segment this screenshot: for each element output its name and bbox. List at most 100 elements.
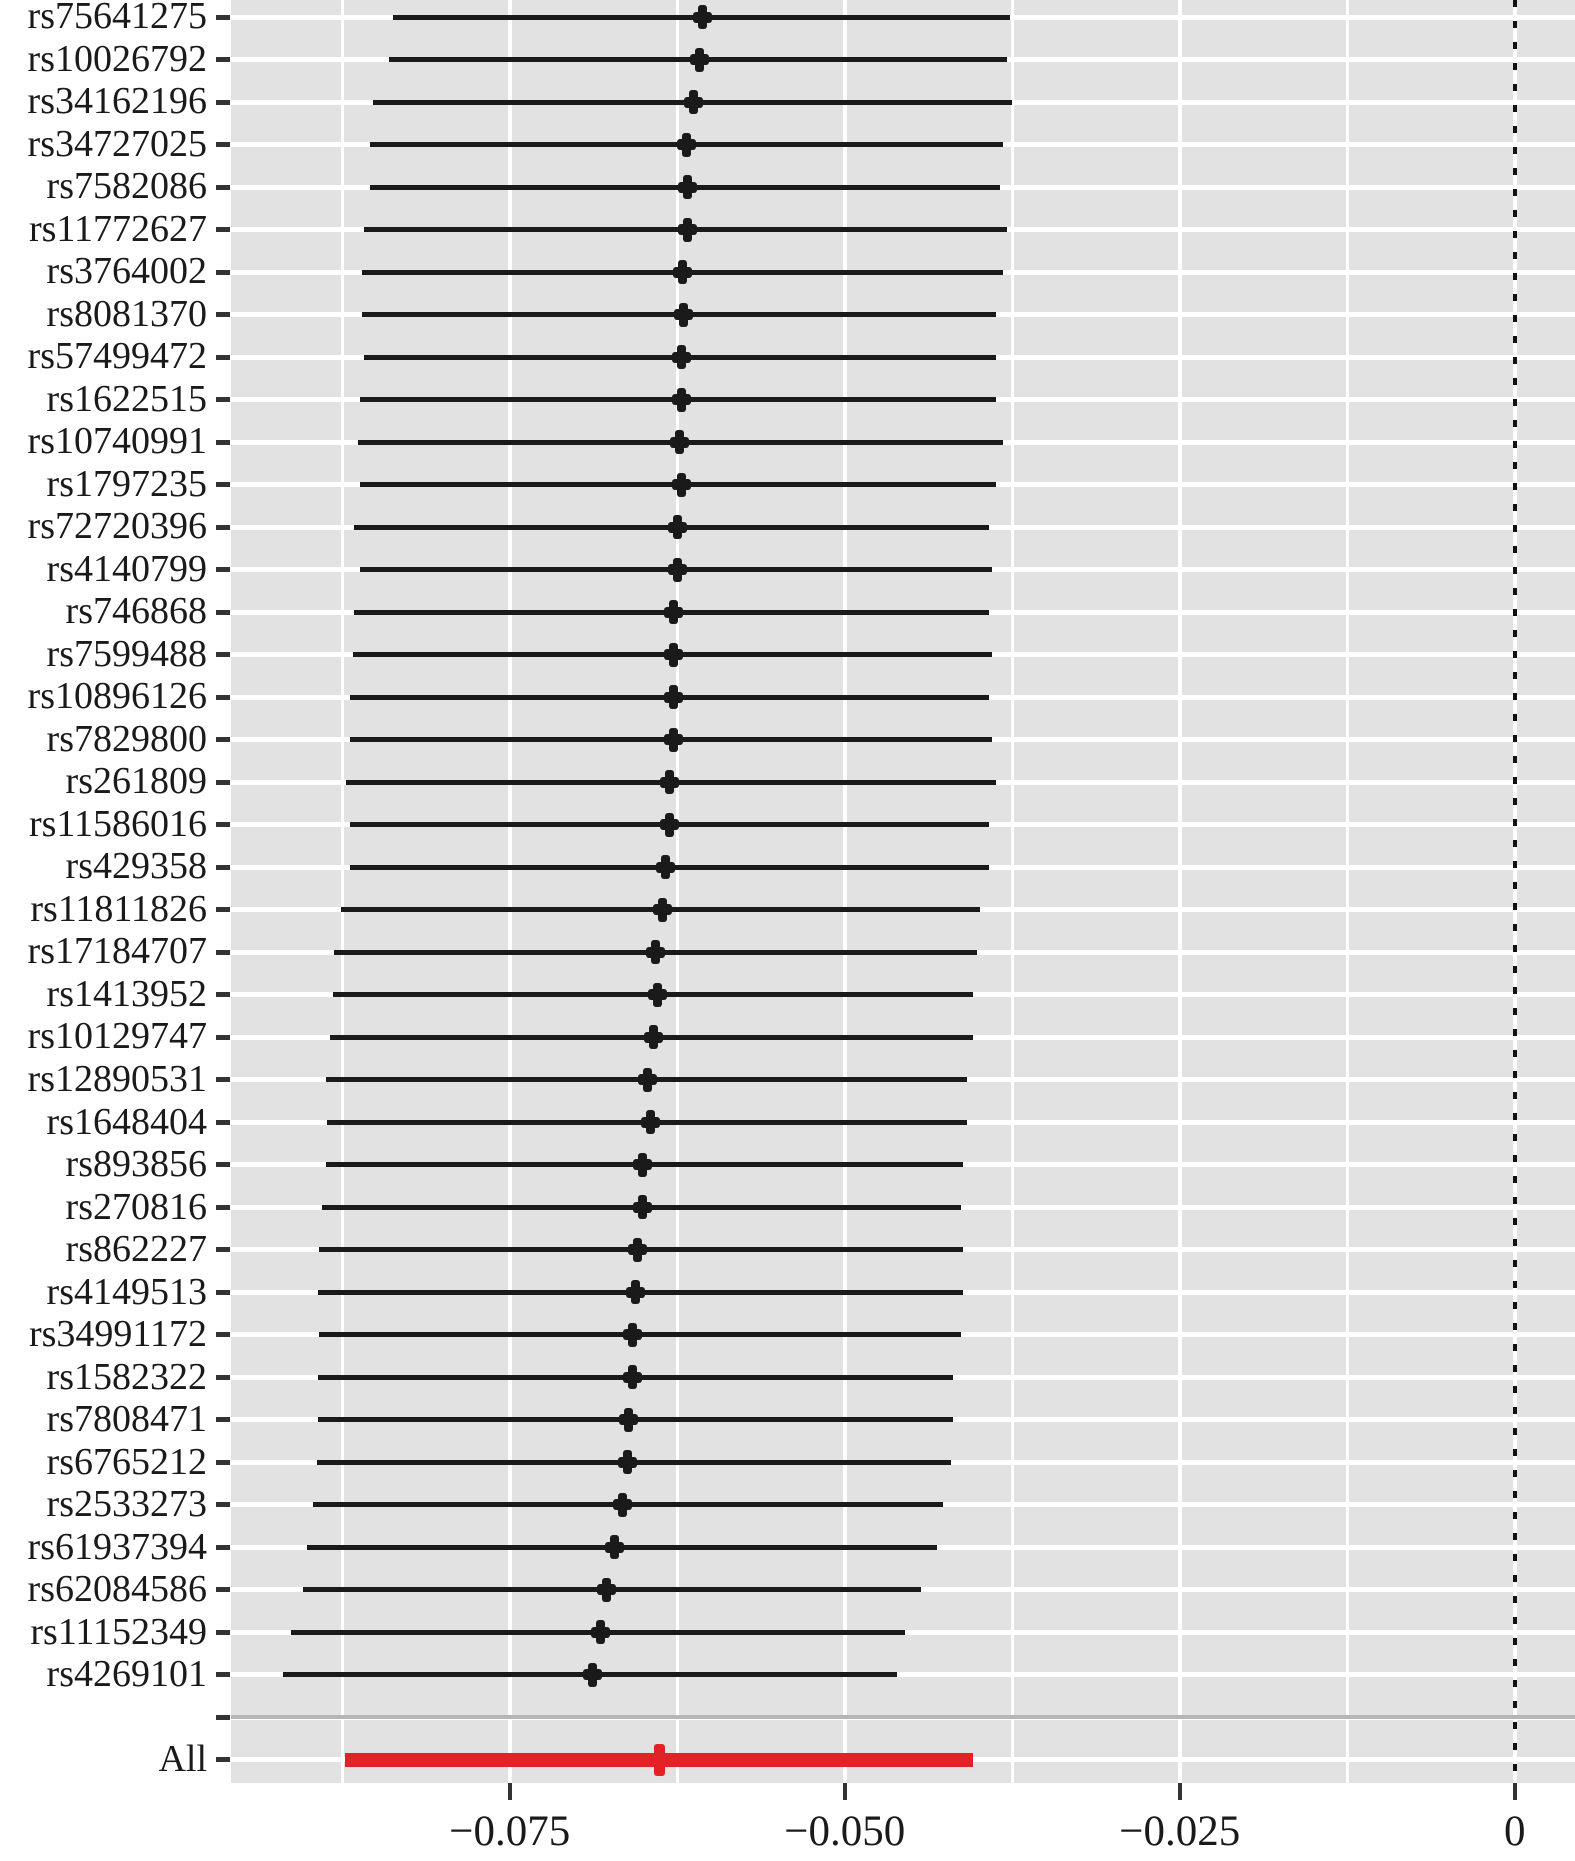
snp-row-label: rs3764002	[46, 250, 207, 293]
y-axis-tick	[216, 907, 230, 913]
minor-gridline	[1010, 0, 1014, 1783]
point-marker	[683, 96, 703, 108]
y-axis-tick	[216, 609, 230, 615]
point-marker	[667, 521, 687, 533]
zero-reference-line	[1512, 0, 1517, 1783]
point-marker	[655, 861, 675, 873]
snp-row-label: rs4149513	[46, 1270, 207, 1313]
y-axis-tick	[216, 1077, 230, 1083]
summary-point-marker	[647, 1752, 672, 1767]
snp-row-label: rs11586016	[28, 802, 207, 845]
point-marker	[604, 1541, 624, 1553]
y-axis-tick	[216, 1162, 230, 1168]
point-marker	[671, 479, 691, 491]
minor-gridline	[675, 0, 679, 1783]
y-axis-tick	[216, 397, 230, 403]
x-axis-tick-label: −0.075	[449, 1808, 571, 1855]
point-marker	[693, 11, 713, 23]
point-marker	[618, 1456, 638, 1468]
y-axis-tick	[216, 864, 230, 870]
separator-line	[231, 1715, 1575, 1720]
point-marker	[640, 1116, 660, 1128]
x-axis-tick-label: −0.050	[784, 1808, 906, 1855]
snp-row-label: rs11772627	[28, 207, 207, 250]
point-marker	[677, 139, 697, 151]
snp-row-label: rs862227	[65, 1228, 207, 1271]
point-marker	[647, 989, 667, 1001]
x-axis-tick	[842, 1783, 847, 1800]
point-marker	[583, 1669, 603, 1681]
point-marker	[667, 564, 687, 576]
y-axis-tick	[216, 269, 230, 275]
point-marker	[678, 224, 698, 236]
minor-gridline	[340, 0, 344, 1783]
y-axis-tick	[216, 779, 230, 785]
point-marker	[659, 819, 679, 831]
point-marker	[690, 54, 710, 65]
y-axis-tick	[216, 227, 230, 233]
snp-row-label: rs746868	[65, 590, 207, 633]
point-marker	[659, 776, 679, 788]
y-axis-tick	[216, 737, 230, 743]
y-axis-tick	[216, 184, 230, 190]
y-axis-tick	[216, 354, 230, 360]
y-axis-tick	[216, 694, 230, 700]
major-gridline	[842, 0, 847, 1783]
snp-row-label: rs270816	[65, 1185, 207, 1228]
snp-row-label: rs1582322	[46, 1355, 207, 1398]
y-axis-tick	[216, 142, 230, 148]
point-marker	[678, 181, 698, 193]
point-marker	[623, 1371, 643, 1383]
x-axis-tick-label: 0	[1503, 1808, 1526, 1855]
snp-row-label: rs62084586	[27, 1568, 207, 1611]
snp-row-label: rs34162196	[27, 80, 207, 123]
row-gridline	[231, 1672, 1575, 1678]
y-axis-tick	[216, 1247, 230, 1253]
snp-row-label: rs261809	[65, 760, 207, 803]
y-axis-tick	[216, 1417, 230, 1423]
snp-row-label: rs57499472	[27, 335, 207, 378]
y-axis-tick	[216, 524, 230, 530]
point-marker	[663, 691, 683, 703]
y-axis-tick	[216, 1034, 230, 1040]
snp-row-label: rs8081370	[46, 292, 207, 335]
point-marker	[632, 1159, 652, 1171]
snp-row-label: rs7582086	[46, 165, 207, 208]
snp-row-label: rs2533273	[46, 1483, 207, 1526]
y-axis-tick	[216, 482, 230, 488]
y-axis-tick	[216, 14, 230, 20]
point-marker	[591, 1626, 611, 1638]
snp-row-label: rs12890531	[27, 1057, 207, 1100]
x-axis-tick	[1512, 1783, 1517, 1800]
point-marker	[674, 309, 694, 321]
point-marker	[612, 1499, 632, 1511]
snp-row-label: rs1413952	[46, 972, 207, 1015]
y-axis-tick	[216, 1714, 230, 1720]
snp-row-label: rs4269101	[46, 1653, 207, 1696]
x-axis-tick	[1177, 1783, 1182, 1800]
y-axis-tick	[216, 312, 230, 318]
y-axis-tick	[216, 439, 230, 445]
y-axis-tick	[216, 1459, 230, 1465]
summary-row-label: All	[158, 1738, 207, 1781]
snp-row-label: rs10740991	[27, 420, 207, 463]
snp-row-label: rs17184707	[27, 930, 207, 973]
y-axis-tick	[216, 1332, 230, 1338]
major-gridline	[507, 0, 512, 1783]
minor-gridline	[1345, 0, 1349, 1783]
y-axis-tick	[216, 1289, 230, 1295]
point-marker	[663, 606, 683, 618]
snp-row-label: rs1648404	[46, 1100, 207, 1143]
point-marker	[673, 266, 693, 278]
snp-row-label: rs6765212	[46, 1440, 207, 1483]
y-axis-tick	[216, 1374, 230, 1380]
y-axis-tick	[216, 992, 230, 998]
point-marker	[638, 1074, 658, 1086]
snp-row-label: rs61937394	[27, 1525, 207, 1568]
snp-row-label: rs4140799	[46, 547, 207, 590]
snp-row-label: rs7808471	[46, 1398, 207, 1441]
snp-row-label: rs34727025	[27, 122, 207, 165]
y-axis-tick	[216, 949, 230, 955]
x-axis-tick	[507, 1783, 512, 1800]
y-axis-tick	[216, 1119, 230, 1125]
